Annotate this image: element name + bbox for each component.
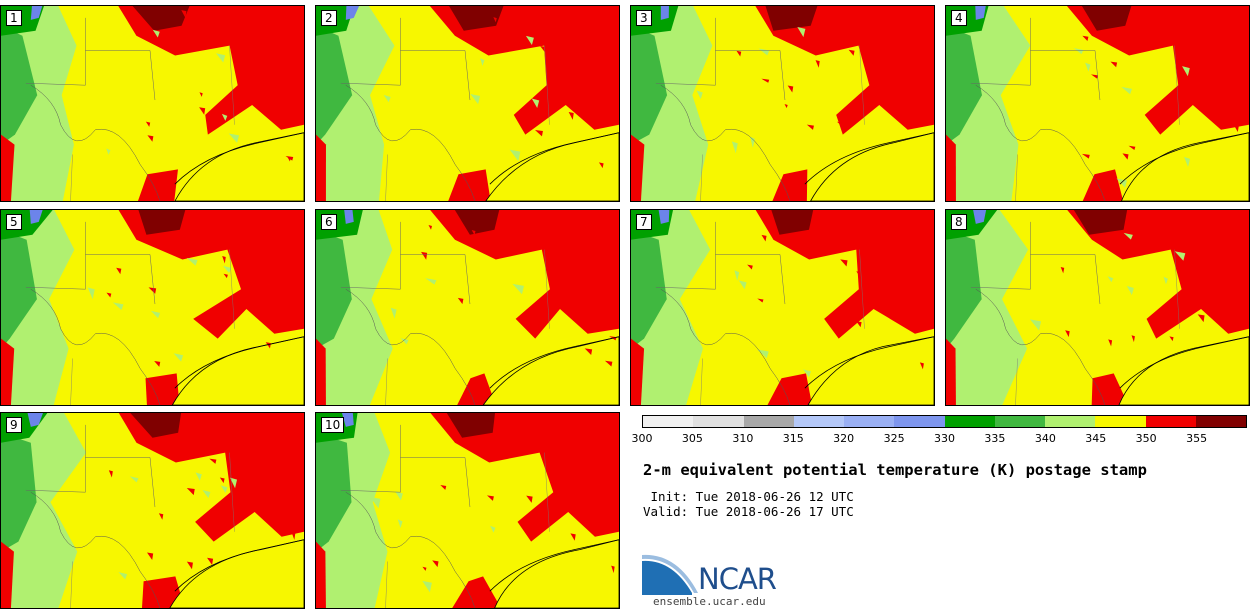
init-time: Init: Tue 2018-06-26 12 UTC bbox=[643, 489, 854, 504]
member-label: 10 bbox=[321, 417, 345, 433]
colorbar-tick-label: 345 bbox=[1085, 432, 1107, 445]
field-map bbox=[316, 210, 619, 405]
colorbar bbox=[642, 415, 1247, 428]
field-map bbox=[946, 210, 1249, 405]
colorbar-segment bbox=[1195, 416, 1246, 427]
colorbar-tick-label: 355 bbox=[1186, 432, 1208, 445]
member-label: 6 bbox=[321, 214, 337, 230]
stamp-panel-2: 2 bbox=[315, 5, 620, 202]
field-map bbox=[1, 413, 304, 608]
valid-time: Valid: Tue 2018-06-26 17 UTC bbox=[643, 504, 854, 519]
colorbar-tick-label: 350 bbox=[1135, 432, 1157, 445]
colorbar-segment bbox=[743, 416, 794, 427]
stamp-panel-5: 5 bbox=[0, 209, 305, 406]
colorbar-tick-label: 330 bbox=[934, 432, 955, 445]
colorbar-tick-label: 300 bbox=[631, 432, 653, 445]
field-map bbox=[316, 6, 619, 201]
colorbar-segment bbox=[793, 416, 844, 427]
colorbar-segment bbox=[693, 416, 744, 427]
field-map bbox=[631, 6, 934, 201]
member-label: 1 bbox=[6, 10, 22, 26]
member-label: 9 bbox=[6, 417, 22, 433]
colorbar-segment bbox=[844, 416, 895, 427]
colorbar-segment bbox=[1095, 416, 1146, 427]
colorbar-segment bbox=[1045, 416, 1096, 427]
stamp-panel-4: 4 bbox=[945, 5, 1250, 202]
colorbar-tick-label: 310 bbox=[732, 432, 754, 445]
stamp-panel-3: 3 bbox=[630, 5, 935, 202]
stamp-panel-9: 9 bbox=[0, 412, 305, 609]
colorbar-segment bbox=[994, 416, 1045, 427]
colorbar-segment bbox=[944, 416, 995, 427]
colorbar-ticks: 300 305 310 315 320 325 330 335 340 345 350 355 bbox=[632, 432, 1247, 446]
member-label: 4 bbox=[951, 10, 967, 26]
logo-text: NCAR bbox=[698, 562, 777, 596]
stamp-panel-6: 6 bbox=[315, 209, 620, 406]
ncar-logo-icon bbox=[642, 554, 698, 595]
plot-title: 2-m equivalent potential temperature (K)… bbox=[643, 461, 1147, 479]
member-label: 5 bbox=[6, 214, 22, 230]
field-map bbox=[1, 210, 304, 405]
colorbar-tick-label: 340 bbox=[1034, 432, 1056, 445]
stamp-panel-8: 8 bbox=[945, 209, 1250, 406]
member-label: 7 bbox=[636, 214, 652, 230]
colorbar-tick-label: 320 bbox=[833, 432, 855, 445]
colorbar-segment bbox=[894, 416, 945, 427]
stamp-panel-10: 10 bbox=[315, 412, 620, 609]
stamp-panel-7: 7 bbox=[630, 209, 935, 406]
colorbar-tick-label: 315 bbox=[782, 432, 804, 445]
colorbar-segment bbox=[1145, 416, 1196, 427]
member-label: 2 bbox=[321, 10, 337, 26]
colorbar-tick-label: 305 bbox=[681, 432, 703, 445]
field-map bbox=[946, 6, 1249, 201]
stamp-panel-1: 1 bbox=[0, 5, 305, 202]
colorbar-tick-label: 335 bbox=[984, 432, 1006, 445]
colorbar-tick-label: 325 bbox=[883, 432, 905, 445]
member-label: 3 bbox=[636, 10, 652, 26]
field-map bbox=[316, 413, 619, 608]
field-map bbox=[1, 6, 304, 201]
colorbar-segment bbox=[643, 416, 694, 427]
member-label: 8 bbox=[951, 214, 967, 230]
site-url: ensemble.ucar.edu bbox=[653, 595, 766, 608]
field-map bbox=[631, 210, 934, 405]
